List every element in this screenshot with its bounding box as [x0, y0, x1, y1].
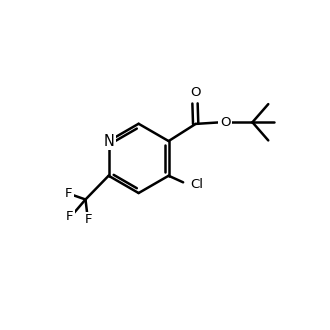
- Text: F: F: [66, 210, 73, 223]
- Text: F: F: [65, 187, 72, 200]
- Text: F: F: [84, 214, 92, 226]
- Text: Cl: Cl: [190, 179, 203, 191]
- Text: O: O: [190, 85, 200, 99]
- Text: N: N: [103, 134, 114, 148]
- Text: O: O: [220, 116, 231, 129]
